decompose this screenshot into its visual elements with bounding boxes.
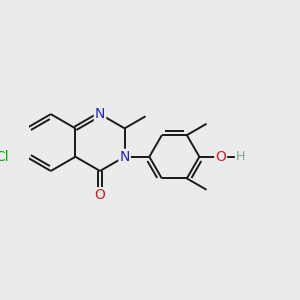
Text: N: N [95,107,105,121]
Text: Cl: Cl [0,150,9,164]
Text: N: N [119,150,130,164]
Text: H: H [236,150,245,163]
Text: O: O [94,188,106,202]
Text: O: O [215,150,226,164]
